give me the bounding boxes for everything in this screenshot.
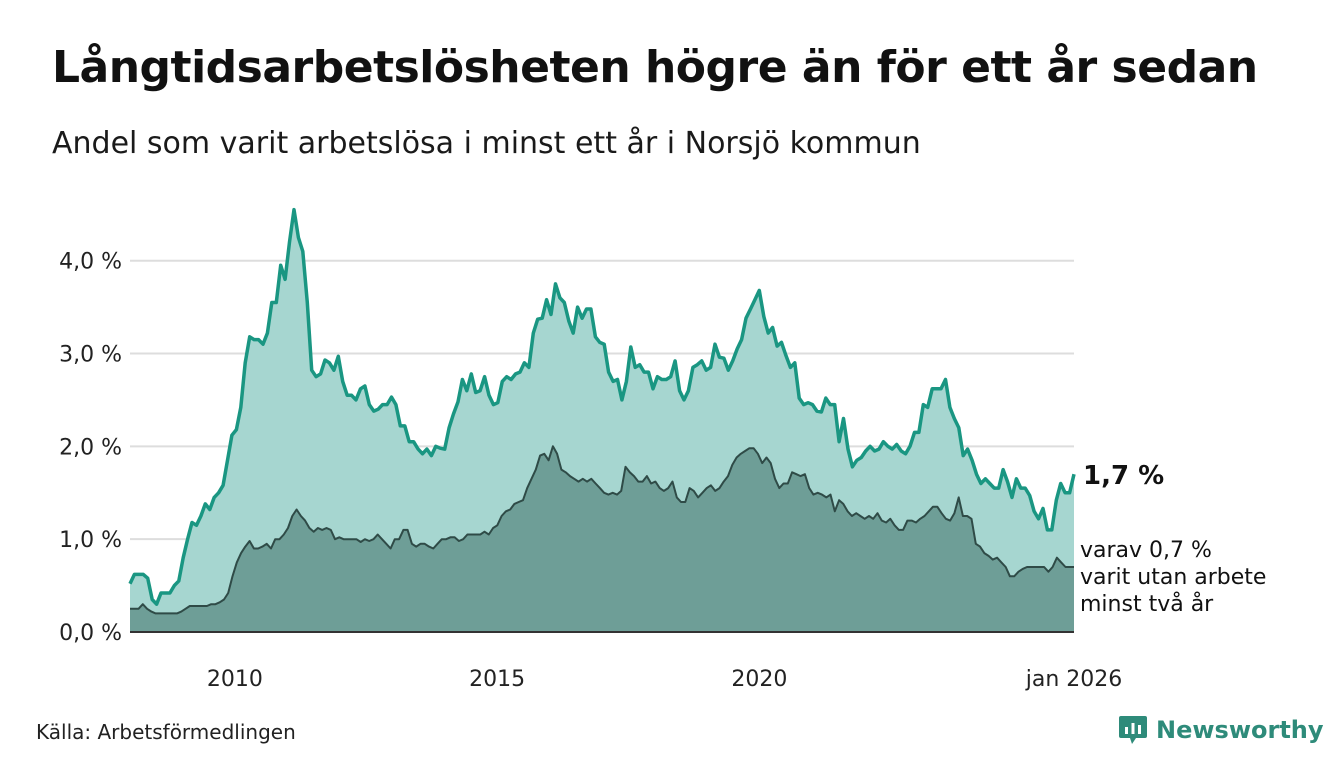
x-axis-ticks: 2010 2015 2020 jan 2026 <box>207 667 1122 692</box>
subset-label-line-3: minst två år <box>1080 591 1214 617</box>
y-tick-label: 1,0 % <box>59 528 122 553</box>
area-two-year-unemployed <box>130 446 1074 632</box>
y-tick-label: 4,0 % <box>59 250 122 275</box>
y-tick-label: 0,0 % <box>59 621 122 646</box>
x-tick-label: 2020 <box>731 667 787 692</box>
y-axis-ticks: 0,0 % 1,0 % 2,0 % 3,0 % 4,0 % <box>59 250 122 646</box>
chart-title: Långtidsarbetslösheten högre än för ett … <box>52 42 1258 93</box>
latest-value-label: 1,7 % <box>1083 461 1164 491</box>
subset-label-line-1: varav 0,7 % <box>1080 538 1212 563</box>
x-tick-label: 2015 <box>469 667 525 692</box>
brand-name: Newsworthy <box>1156 716 1324 744</box>
chart-subtitle: Andel som varit arbetslösa i minst ett å… <box>52 126 921 161</box>
brand-logo[interactable]: Newsworthy <box>1118 714 1324 746</box>
y-tick-label: 3,0 % <box>59 343 122 368</box>
subset-label-line-2: varit utan arbete <box>1080 565 1266 590</box>
x-tick-label: jan 2026 <box>1025 667 1123 692</box>
line-long-term-unemployed <box>128 207 1076 606</box>
line-two-year-unemployed <box>130 445 1074 615</box>
x-tick-label: 2010 <box>207 667 263 692</box>
source-credit: Källa: Arbetsförmedlingen <box>36 720 296 744</box>
newsworthy-icon <box>1119 716 1147 744</box>
y-tick-label: 2,0 % <box>59 435 122 460</box>
